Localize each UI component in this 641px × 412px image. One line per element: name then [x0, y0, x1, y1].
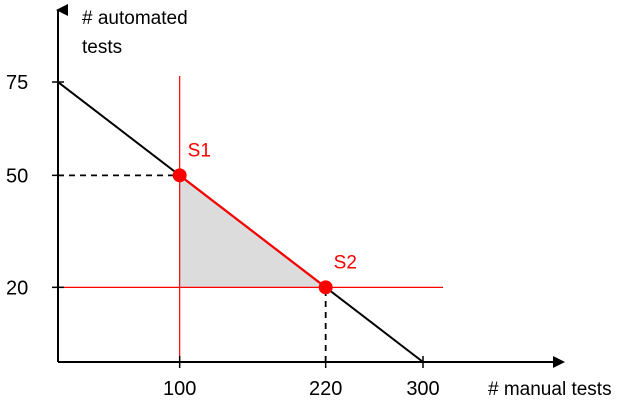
axes-layer	[52, 4, 565, 368]
x-tick-label-220: 220	[309, 378, 342, 400]
x-tick-label-300: 300	[406, 378, 439, 400]
y-tick-label-75: 75	[6, 72, 28, 94]
y-axis-label-line-2: tests	[82, 37, 122, 58]
point-s1	[172, 168, 187, 183]
x-tick-label-100: 100	[163, 378, 196, 400]
y-tick-label-50: 50	[6, 165, 28, 187]
point-label-s1: S1	[188, 140, 211, 161]
labels-layer: 100 220 300 75 50 20 S1 S2 # automated tests # man…	[6, 8, 612, 400]
highlight-segment	[178, 174, 327, 289]
guides-layer	[58, 76, 443, 362]
point-label-s2: S2	[334, 252, 357, 273]
lines-layer	[57, 81, 424, 363]
point-s2	[318, 280, 333, 295]
points-layer	[172, 168, 333, 295]
x-axis-label: # manual tests	[488, 379, 612, 400]
y-tick-label-20: 20	[6, 277, 28, 299]
y-axis-label-line-1: # automated	[82, 8, 188, 29]
